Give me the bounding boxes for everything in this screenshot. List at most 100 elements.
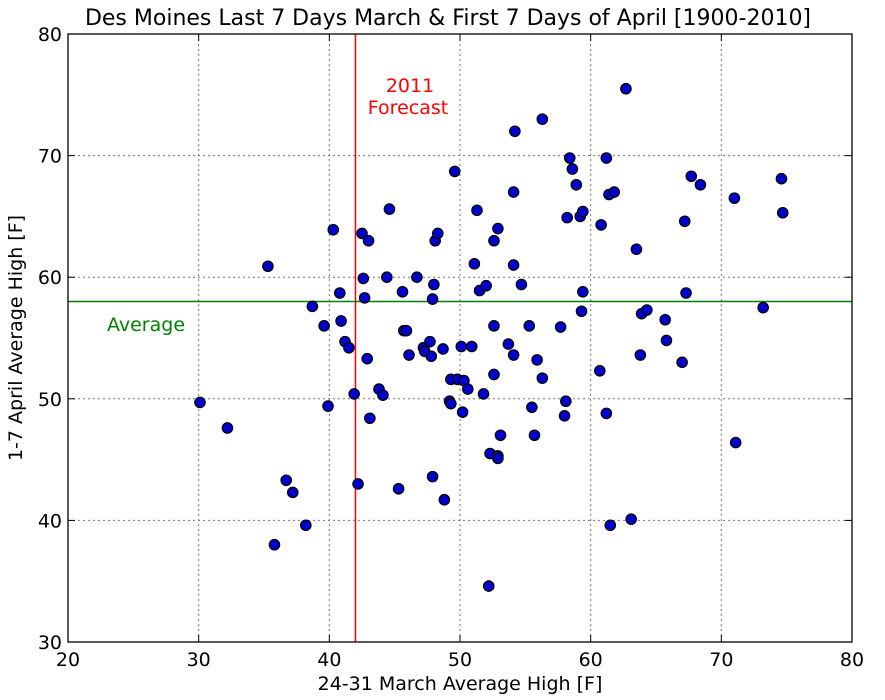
data-point xyxy=(659,313,671,326)
data-point xyxy=(757,301,769,314)
data-point xyxy=(280,474,293,487)
data-point xyxy=(694,178,707,191)
data-point xyxy=(515,278,528,291)
data-point xyxy=(437,343,449,355)
data-point xyxy=(322,400,334,412)
data-point xyxy=(608,186,620,198)
data-point xyxy=(343,341,355,354)
x-tick-label: 70 xyxy=(709,649,733,671)
data-point xyxy=(396,285,409,298)
data-point xyxy=(577,285,589,298)
data-point xyxy=(660,334,673,347)
data-point xyxy=(775,172,788,185)
data-point xyxy=(600,152,613,164)
data-point xyxy=(358,292,371,304)
data-point xyxy=(523,320,536,332)
data-point xyxy=(570,178,583,191)
data-point xyxy=(480,279,492,292)
data-point xyxy=(507,186,520,198)
data-point xyxy=(492,452,504,465)
data-point xyxy=(361,352,374,365)
data-point xyxy=(462,383,474,395)
data-point xyxy=(377,389,389,401)
data-point xyxy=(426,470,439,483)
data-point xyxy=(488,234,500,247)
data-point xyxy=(318,320,330,332)
data-point xyxy=(300,519,312,532)
data-point xyxy=(566,163,579,175)
data-point xyxy=(536,372,549,384)
data-point xyxy=(526,401,538,414)
data-point xyxy=(383,203,396,215)
x-tick-label: 50 xyxy=(448,649,472,671)
data-point xyxy=(561,211,573,224)
data-point xyxy=(482,580,495,592)
data-point xyxy=(471,204,483,217)
chart-title: Des Moines Last 7 Days March & First 7 D… xyxy=(85,6,811,31)
data-point xyxy=(604,519,617,532)
data-point xyxy=(560,395,572,408)
data-point xyxy=(392,482,405,495)
x-axis-label: 24-31 March Average High [F] xyxy=(318,673,603,695)
data-point xyxy=(488,368,500,381)
data-point xyxy=(438,493,451,506)
data-point xyxy=(728,192,741,204)
data-point xyxy=(448,165,461,178)
data-point xyxy=(465,340,478,353)
x-tick-labels: 20 30 40 50 60 70 80 xyxy=(56,649,864,671)
y-tick-label: 40 xyxy=(38,510,62,532)
data-point xyxy=(262,260,274,273)
data-point xyxy=(630,243,643,256)
data-point xyxy=(488,320,500,332)
data-point xyxy=(455,340,468,353)
y-tick-label: 50 xyxy=(38,389,62,411)
y-tick-labels: 30 40 50 60 70 80 xyxy=(38,24,62,654)
data-point xyxy=(268,538,281,551)
data-point xyxy=(356,227,368,240)
data-point xyxy=(509,125,521,138)
data-point xyxy=(403,349,415,361)
x-tick-label: 20 xyxy=(56,649,80,671)
data-point xyxy=(492,222,504,235)
data-points xyxy=(194,82,789,592)
data-point xyxy=(364,412,376,425)
data-point xyxy=(494,429,507,442)
data-point xyxy=(362,234,375,247)
data-point xyxy=(400,324,413,337)
data-point xyxy=(333,287,346,299)
x-tick-label: 60 xyxy=(579,649,603,671)
data-point xyxy=(554,321,567,333)
data-point xyxy=(221,422,234,434)
y-tick-label: 30 xyxy=(38,632,62,654)
data-point xyxy=(426,293,439,305)
data-point xyxy=(502,338,515,350)
data-point xyxy=(620,82,632,95)
data-point xyxy=(445,397,457,410)
data-point xyxy=(600,407,613,420)
x-tick-label: 30 xyxy=(187,649,211,671)
data-point xyxy=(536,113,549,125)
data-point xyxy=(625,513,637,525)
data-point xyxy=(327,223,340,236)
data-point xyxy=(680,287,692,299)
data-point xyxy=(352,478,364,490)
data-point xyxy=(678,215,691,228)
x-tick-label: 40 xyxy=(317,649,341,671)
axis-ticks xyxy=(67,33,853,643)
data-point xyxy=(428,278,440,291)
data-point xyxy=(425,350,438,363)
data-point xyxy=(507,349,520,361)
data-point xyxy=(431,227,444,240)
x-tick-label: 80 xyxy=(840,649,864,671)
y-tick-label: 70 xyxy=(38,146,62,168)
data-point xyxy=(411,271,423,283)
data-point xyxy=(729,436,742,449)
data-point xyxy=(531,354,543,366)
data-point xyxy=(357,272,370,285)
average-label: Average xyxy=(107,314,185,336)
grid-lines xyxy=(68,34,852,642)
data-point xyxy=(348,388,360,400)
data-point xyxy=(468,258,481,270)
data-point xyxy=(528,429,541,442)
